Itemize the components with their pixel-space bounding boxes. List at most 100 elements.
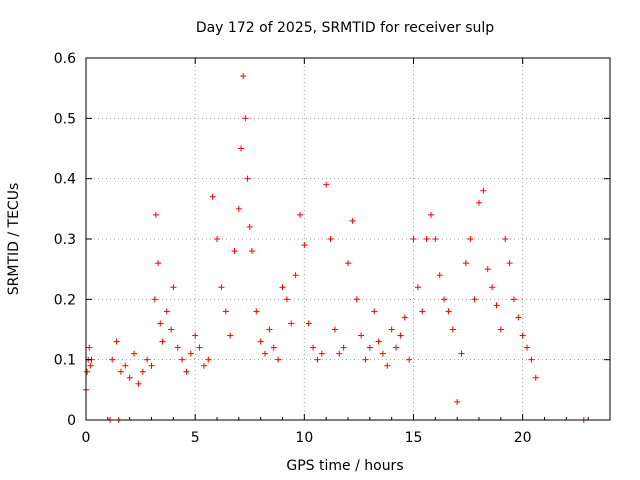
data-point bbox=[179, 356, 186, 363]
data-point bbox=[196, 344, 203, 351]
data-point bbox=[283, 296, 290, 303]
data-point bbox=[510, 296, 517, 303]
data-points bbox=[83, 73, 587, 423]
data-point bbox=[238, 145, 245, 152]
data-point bbox=[449, 326, 456, 333]
data-point bbox=[296, 211, 303, 218]
data-point bbox=[388, 326, 395, 333]
data-point bbox=[244, 175, 251, 182]
data-point bbox=[476, 199, 482, 206]
data-point bbox=[524, 344, 531, 351]
y-tick-label: 0.2 bbox=[54, 292, 76, 308]
data-point bbox=[371, 308, 378, 315]
data-point bbox=[235, 205, 242, 212]
data-point bbox=[84, 368, 91, 375]
data-point bbox=[174, 344, 181, 351]
data-point bbox=[292, 272, 299, 279]
data-point bbox=[139, 368, 146, 375]
data-point bbox=[375, 338, 382, 345]
data-point bbox=[246, 223, 253, 230]
data-point bbox=[148, 362, 155, 369]
plot-frame bbox=[85, 57, 611, 421]
data-point bbox=[349, 217, 356, 224]
data-point bbox=[414, 284, 421, 291]
data-point bbox=[515, 314, 522, 321]
x-axis-ticks: 0 5 10 15 20 bbox=[82, 58, 589, 446]
data-point bbox=[327, 236, 334, 242]
data-point bbox=[275, 356, 282, 363]
data-point bbox=[131, 350, 138, 357]
data-point bbox=[462, 260, 469, 267]
data-point bbox=[200, 362, 207, 369]
x-tick-label: 10 bbox=[295, 430, 313, 446]
data-point bbox=[266, 326, 273, 333]
data-point bbox=[187, 350, 194, 357]
data-point bbox=[170, 284, 177, 291]
data-point bbox=[484, 266, 491, 273]
data-point bbox=[532, 374, 539, 381]
data-point bbox=[262, 350, 269, 357]
y-axis-ticks: 0 0.1 0.2 0.3 0.4 0.5 0.6 bbox=[54, 51, 610, 429]
data-point bbox=[227, 332, 234, 339]
data-point bbox=[253, 308, 260, 315]
data-point bbox=[393, 344, 400, 351]
data-point bbox=[151, 296, 158, 303]
data-point bbox=[362, 356, 369, 363]
data-point bbox=[209, 193, 216, 200]
data-point bbox=[314, 356, 321, 363]
x-tick-label: 0 bbox=[82, 430, 91, 446]
data-point bbox=[183, 368, 190, 375]
y-axis-label: SRMTID / TECUs bbox=[6, 183, 22, 296]
data-point bbox=[502, 236, 509, 242]
data-point bbox=[152, 211, 159, 218]
y-tick-label: 0.3 bbox=[54, 232, 76, 248]
x-axis-label: GPS time / hours bbox=[286, 458, 403, 474]
data-point bbox=[218, 284, 225, 291]
data-point bbox=[432, 236, 439, 242]
data-point bbox=[493, 302, 500, 309]
data-point bbox=[358, 332, 365, 339]
data-point bbox=[423, 236, 430, 242]
data-point bbox=[519, 332, 526, 339]
data-point bbox=[135, 380, 142, 387]
data-point bbox=[506, 260, 513, 267]
data-point bbox=[205, 356, 212, 363]
data-point bbox=[401, 314, 408, 321]
y-tick-label: 0.4 bbox=[54, 172, 76, 188]
data-point bbox=[231, 248, 238, 255]
grid-lines bbox=[86, 58, 610, 420]
data-point bbox=[445, 308, 452, 315]
data-point bbox=[410, 236, 417, 242]
data-point bbox=[497, 326, 504, 333]
data-point bbox=[323, 181, 330, 188]
data-point bbox=[406, 356, 413, 363]
data-point bbox=[345, 260, 351, 267]
data-point bbox=[480, 187, 487, 194]
data-point bbox=[384, 362, 391, 369]
data-point bbox=[318, 350, 325, 357]
y-tick-label: 0.1 bbox=[54, 353, 76, 369]
data-point bbox=[163, 308, 170, 315]
data-point bbox=[366, 344, 373, 351]
data-point bbox=[257, 338, 264, 345]
data-point bbox=[305, 320, 312, 327]
data-point bbox=[279, 284, 286, 291]
data-point bbox=[471, 296, 478, 303]
x-tick-label: 5 bbox=[191, 430, 200, 446]
data-point bbox=[467, 236, 474, 242]
y-tick-label: 0 bbox=[67, 413, 76, 429]
data-point bbox=[427, 211, 434, 218]
data-point bbox=[301, 242, 308, 249]
data-point bbox=[310, 344, 317, 351]
y-tick-label: 0.6 bbox=[54, 51, 76, 67]
data-point bbox=[159, 338, 166, 345]
data-point bbox=[288, 320, 295, 327]
data-point bbox=[240, 73, 247, 80]
data-point bbox=[157, 320, 164, 327]
chart-title: Day 172 of 2025, SRMTID for receiver sul… bbox=[196, 20, 494, 36]
y-tick-label: 0.5 bbox=[54, 111, 76, 127]
data-point bbox=[122, 362, 129, 369]
data-point bbox=[192, 332, 199, 339]
data-point bbox=[270, 344, 277, 351]
